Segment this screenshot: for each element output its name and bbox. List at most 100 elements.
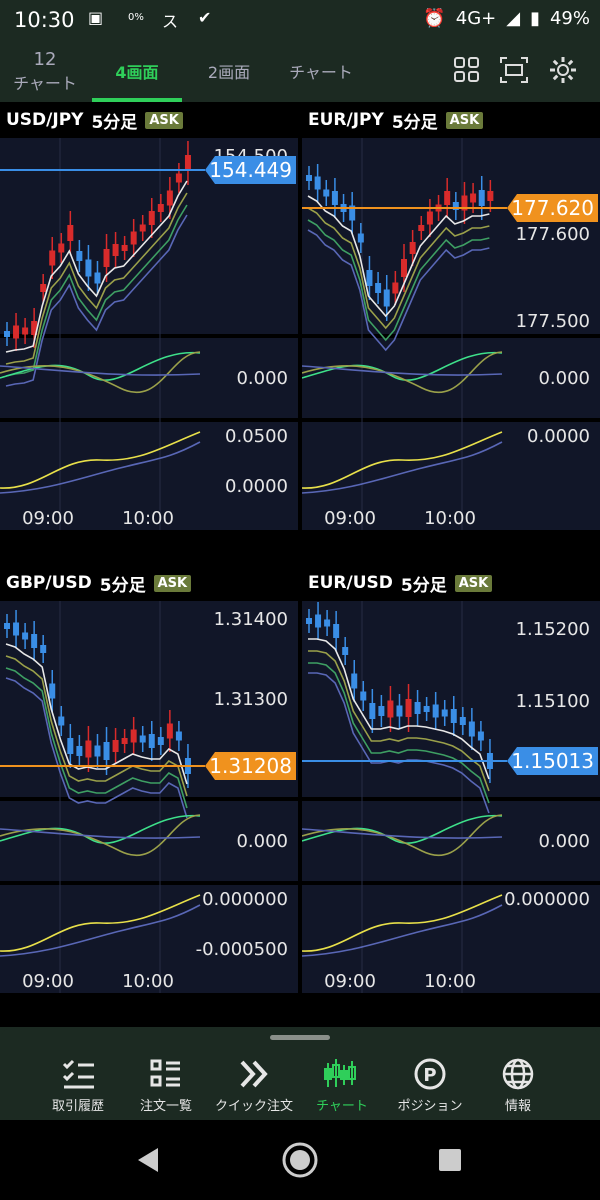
battery-percent: 49% — [549, 8, 590, 29]
app-notification-icon: ス — [162, 12, 179, 31]
chart-panel-eurjpy[interactable]: EUR/JPY 5分足 ASK 177.600 177.500 177.620 0.0… — [302, 102, 600, 530]
recents-icon[interactable] — [436, 1146, 464, 1174]
oscillator2-value-label: 0.000000 — [202, 889, 288, 910]
ask-badge: ASK — [153, 574, 192, 592]
pair-name: USD/JPY — [6, 110, 84, 130]
time-axis-label: 10:00 — [122, 508, 174, 529]
chart-header: GBP/USD 5分足 ASK — [0, 565, 298, 601]
screen-capture-icon[interactable] — [499, 55, 529, 85]
price-axis-label: 1.15200 — [516, 619, 590, 640]
home-icon[interactable] — [280, 1140, 320, 1180]
system-navigation-bar — [0, 1120, 600, 1200]
oscillator2-value-label: 0.0500 — [225, 426, 288, 447]
shield-check-icon: ✔ — [198, 8, 212, 27]
time-axis-label: 09:00 — [324, 971, 376, 992]
price-axis-label: 1.15100 — [516, 691, 590, 712]
pair-name: EUR/USD — [308, 573, 393, 593]
time-axis-label: 10:00 — [122, 971, 174, 992]
data-saver-value: 0% — [128, 12, 144, 23]
screen-layout-tabs: 12 チャート 4画面 2画面 チャート — [0, 40, 600, 102]
time-axis-label: 10:00 — [424, 971, 476, 992]
ask-badge: ASK — [454, 574, 493, 592]
tab-single-label: チャート — [289, 63, 353, 82]
tab-4-label: 4画面 — [115, 63, 159, 82]
position-icon: P — [414, 1058, 446, 1090]
current-price-label: 1.31208 — [209, 754, 292, 778]
ask-badge: ASK — [145, 111, 183, 129]
nav-label: チャート — [316, 1099, 368, 1114]
pair-name: GBP/USD — [6, 573, 92, 593]
carrier-icon: ▣ — [88, 8, 104, 27]
nav-info[interactable]: 情報 — [474, 1057, 562, 1114]
tab-12-number: 12 — [33, 48, 57, 70]
tab-2-screens[interactable]: 2画面 — [184, 40, 274, 102]
nav-label: 注文一覧 — [139, 1099, 192, 1114]
interval-label: 5分足 — [400, 575, 447, 596]
chart-canvas: 154.500154.4490.0000.05000.000009:0010:0… — [0, 138, 298, 530]
chart-panel-eurusd[interactable]: EUR/USD 5分足 ASK 1.15200 1.15100 1.15013 0.0… — [302, 565, 600, 993]
order-list-icon — [150, 1059, 180, 1087]
oscillator-value-label: 0.000 — [236, 368, 288, 389]
price-axis-label: 177.500 — [516, 311, 590, 332]
interval-label: 5分足 — [391, 112, 438, 133]
oscillator2-value-label: -0.000500 — [196, 939, 288, 960]
trade-history-icon — [62, 1059, 94, 1089]
current-price-label: 154.449 — [209, 158, 292, 182]
nav-label: 情報 — [504, 1099, 531, 1114]
nav-order-list[interactable]: 注文一覧 — [122, 1057, 210, 1114]
nav-quick-order[interactable]: クイック注文 — [210, 1057, 298, 1114]
price-axis-label: 1.31400 — [214, 609, 288, 630]
alarm-icon: ⏰ — [423, 8, 446, 29]
chart-header: EUR/JPY 5分足 ASK — [302, 102, 600, 138]
data-saver-icon: 0% — [128, 12, 144, 23]
chart-panel-usdjpy[interactable]: USD/JPY 5分足 ASK 154.500154.4490.0000.050… — [0, 102, 298, 530]
chart-panel-gbpusd[interactable]: GBP/USD 5分足 ASK 1.31400 1.31300 1.31208 0.0… — [0, 565, 298, 993]
tab-single-chart[interactable]: チャート — [276, 40, 366, 102]
interval-label: 5分足 — [99, 575, 146, 596]
svg-text:P: P — [423, 1065, 436, 1086]
current-price-label: 177.620 — [511, 196, 594, 220]
drawer-handle[interactable] — [270, 1035, 330, 1040]
grid-view-icon[interactable] — [452, 55, 482, 85]
status-time: 10:30 — [14, 8, 75, 32]
tab-2-label: 2画面 — [207, 63, 251, 82]
interval-label: 5分足 — [91, 112, 138, 133]
tab-12-charts[interactable]: 12 チャート — [0, 40, 90, 102]
quick-order-icon — [240, 1060, 268, 1088]
status-bar: 10:30 ▣ 0% ス ✔ ⏰ 4G+ ◢ ▮ 49% — [0, 0, 600, 40]
bottom-navigation: 取引履歴 注文一覧 クイック注文 チャート P ポジション 情報 — [0, 1027, 600, 1120]
chart-canvas: 177.600 177.500 177.620 0.000 0.0000 09:00 10:… — [302, 138, 600, 530]
nav-chart[interactable]: チャート — [298, 1057, 386, 1114]
chart-header: USD/JPY 5分足 ASK — [0, 102, 298, 138]
oscillator-value-label: 0.000 — [236, 831, 288, 852]
oscillator-value-label: 0.000 — [538, 368, 590, 389]
oscillator2-value-label: 0.0000 — [527, 426, 590, 447]
oscillator2-value-label: 0.0000 — [225, 476, 288, 497]
chart-header: EUR/USD 5分足 ASK — [302, 565, 600, 601]
nav-label: クイック注文 — [214, 1099, 293, 1114]
time-axis-label: 09:00 — [22, 508, 74, 529]
ask-badge: ASK — [445, 111, 484, 129]
info-globe-icon — [502, 1058, 534, 1090]
price-axis-label: 177.600 — [516, 224, 590, 245]
time-axis-label: 09:00 — [324, 508, 376, 529]
settings-icon[interactable] — [548, 55, 578, 85]
battery-icon: ▮ — [530, 8, 540, 29]
oscillator-value-label: 0.000 — [538, 831, 590, 852]
chart-grid: USD/JPY 5分足 ASK 154.500154.4490.0000.050… — [0, 102, 600, 1027]
chart-icon — [324, 1059, 356, 1087]
nav-position[interactable]: P ポジション — [386, 1057, 474, 1114]
price-axis-label: 1.31300 — [214, 689, 288, 710]
nav-trade-history[interactable]: 取引履歴 — [34, 1057, 122, 1114]
time-axis-label: 09:00 — [22, 971, 74, 992]
nav-label: ポジション — [397, 1099, 463, 1114]
nav-label: 取引履歴 — [51, 1099, 104, 1114]
time-axis-label: 10:00 — [424, 508, 476, 529]
tab-4-screens[interactable]: 4画面 — [92, 40, 182, 102]
oscillator2-value-label: 0.000000 — [504, 889, 590, 910]
current-price-label: 1.15013 — [511, 749, 594, 773]
back-icon[interactable] — [134, 1146, 162, 1174]
chart-canvas: 1.31400 1.31300 1.31208 0.000 0.000000 -0.000… — [0, 601, 298, 993]
pair-name: EUR/JPY — [308, 110, 384, 130]
tab-12-label: チャート — [13, 73, 77, 93]
